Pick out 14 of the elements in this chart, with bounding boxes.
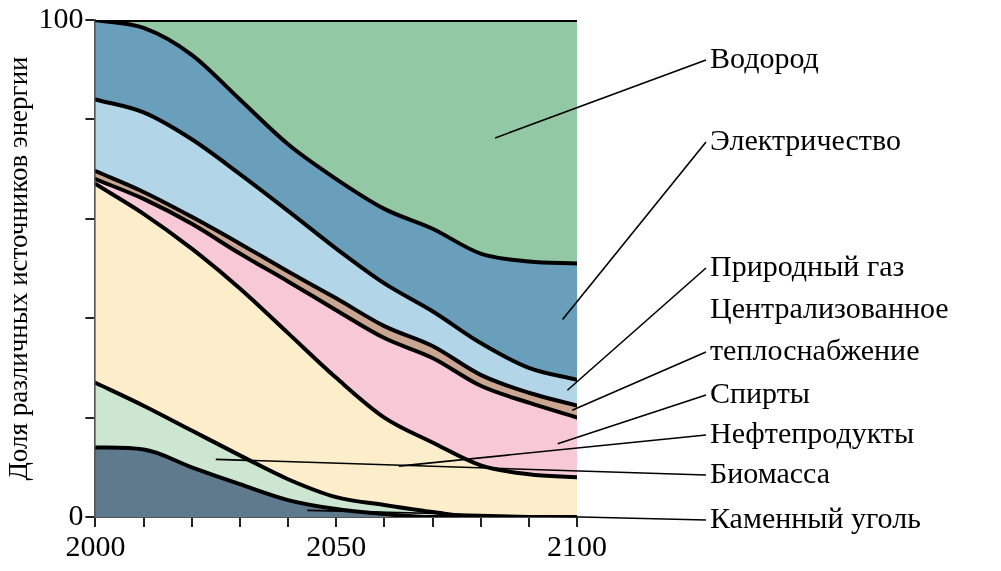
x-tick-label: 2050 (306, 528, 367, 562)
text: Водород (710, 40, 819, 74)
text: Биомасса (710, 455, 831, 489)
x-tick-label: 2000 (65, 528, 126, 562)
text: Электричество (710, 122, 901, 156)
legend-label: Спирты (710, 375, 810, 409)
y-tick-label: 0 (68, 497, 84, 531)
y-axis-title: Доля различных источников энергии (3, 56, 34, 481)
legend-label: Нефтепродукты (710, 415, 915, 449)
y-tick-label: 100 (38, 0, 84, 34)
x-tick-label: 2100 (547, 528, 607, 562)
text: Каменный уголь (710, 500, 921, 534)
text: Природный газ (710, 248, 905, 282)
text: Централизованное теплоснабжение (710, 290, 949, 366)
